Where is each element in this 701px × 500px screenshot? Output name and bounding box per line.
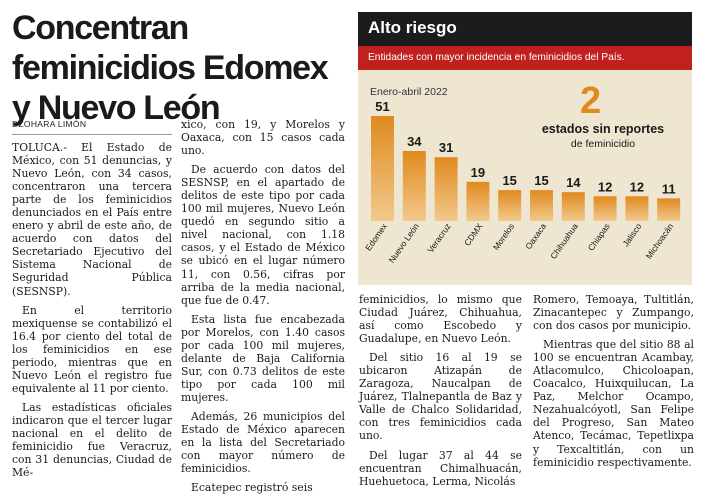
category-label: Jalisco [620, 221, 643, 248]
bar-morelos [498, 190, 522, 221]
annotation-subtext: de feminicidio [570, 138, 636, 150]
chart-box: Alto riesgo Entidades con mayor incidenc… [358, 12, 692, 285]
data-label: 19 [471, 165, 485, 180]
paragraph: TOLUCA.- El Estado de México, con 51 den… [12, 141, 172, 298]
data-label: 11 [662, 181, 676, 196]
annotation-text: estados sin reportes [541, 122, 665, 136]
paragraph: En el territorio mexiquense se contabili… [12, 303, 172, 395]
bar-veracruz [434, 157, 458, 221]
paragraph: De acuerdo con datos del SESNSP, en el a… [181, 163, 345, 307]
paragraph: Las estadísticas oficiales indicaron que… [12, 400, 172, 480]
byline: DZOHARA LIMÓN [12, 119, 87, 129]
paragraph: Romero, Temoaya, Tultitlán, Zinacantepec… [533, 293, 694, 333]
category-label: Edomex [363, 221, 390, 253]
article-column-4: Romero, Temoaya, Tultitlán, Zinacantepec… [533, 293, 694, 475]
data-label: 34 [407, 134, 422, 149]
chart-period: Enero-abril 2022 [370, 86, 448, 98]
chart-subtitle: Entidades con mayor incidencia en femini… [358, 46, 692, 70]
category-label: Chihuahua [548, 221, 580, 261]
data-label: 31 [439, 140, 453, 155]
data-label: 51 [375, 99, 389, 114]
category-label: Morelos [491, 221, 517, 252]
bar-michoacán [657, 198, 681, 221]
bar-cdmx [466, 181, 490, 221]
bar-chart: 51 Edomex 34 Nuevo León 31 Veracruz 19 CDMX 15 Mo… [363, 99, 681, 265]
category-label: Chiapas [586, 221, 612, 252]
bar-chihuahua [561, 192, 585, 221]
paragraph: Del lugar 37 al 44 se encuentran Chimalh… [359, 448, 522, 488]
annotation-number: 2 [580, 80, 602, 122]
paragraph: Mientras que del sitio 88 al 100 se encu… [533, 338, 694, 469]
article-column-3: feminicidios, lo mismo que Ciudad Juárez… [359, 293, 522, 494]
data-label: 12 [630, 179, 644, 194]
category-label: Veracruz [425, 221, 452, 254]
data-label: 15 [502, 173, 516, 188]
bar-jalisco [625, 196, 649, 221]
article-column-2: xico, con 19, y Morelos y Oaxaca, con 15… [181, 118, 345, 500]
paragraph: Además, 26 municipios del Estado de Méxi… [181, 409, 345, 476]
article-column-1: TOLUCA.- El Estado de México, con 51 den… [12, 141, 172, 485]
paragraph: feminicidios, lo mismo que Ciudad Juárez… [359, 293, 522, 346]
bar-nuevo-león [402, 151, 426, 221]
paragraph: Esta lista fue encabezada por Morelos, c… [181, 312, 345, 404]
chart-title: Alto riesgo [368, 18, 457, 37]
bar-chiapas [593, 196, 617, 221]
paragraph: Ecatepec registró seis [191, 481, 313, 495]
category-label: Nuevo León [386, 221, 421, 265]
category-label: CDMX [462, 221, 485, 248]
chart-header: Alto riesgo [358, 12, 692, 46]
data-label: 12 [598, 179, 612, 194]
bar-edomex [371, 116, 394, 221]
bar-oaxaca [530, 190, 553, 221]
data-label: 15 [534, 173, 548, 188]
category-label: Oaxaca [523, 221, 548, 251]
headline: Concentran feminicidios Edomex y Nuevo L… [12, 9, 329, 127]
paragraph: Del sitio 16 al 19 se ubicaron Atizapán … [359, 351, 522, 443]
byline-rule [12, 134, 172, 135]
paragraph: xico, con 19, y Morelos y Oaxaca, con 15… [181, 118, 345, 158]
data-label: 14 [566, 175, 581, 190]
category-label: Michoacán [644, 221, 676, 261]
